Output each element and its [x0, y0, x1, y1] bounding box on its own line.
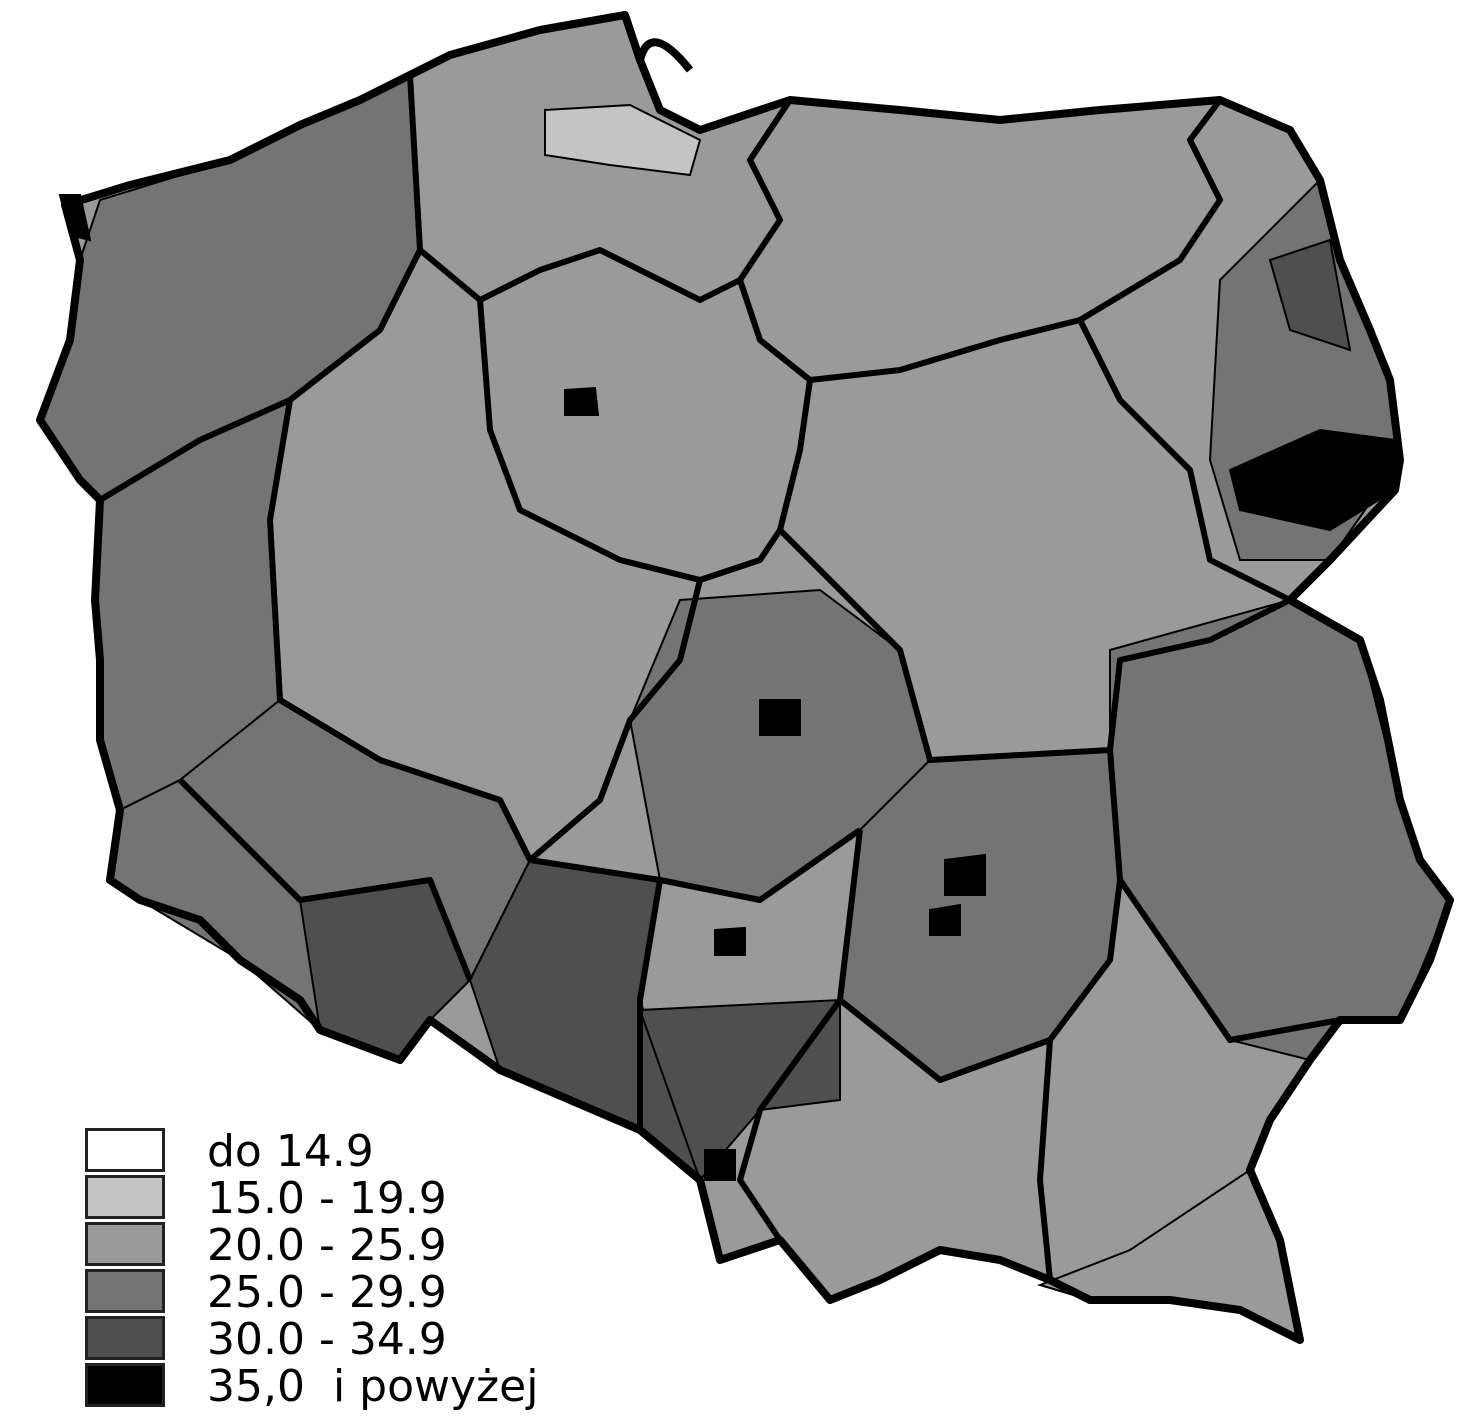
voivodeship-border: [1078, 98, 1223, 323]
legend-swatch: [85, 1128, 165, 1172]
legend-label: 35,0 i powyżej: [207, 1361, 539, 1412]
district-region: [944, 853, 986, 896]
voivodeship-border: [529, 827, 862, 903]
voivodeship-border: [1117, 878, 1341, 1043]
district-region: [704, 1149, 736, 1181]
voivodeship-border: [637, 879, 663, 1130]
legend: do 14.9 15.0 - 19.9 20.0 - 25.9 25.0 - 2…: [85, 1128, 538, 1410]
legend-item: do 14.9: [85, 1128, 538, 1175]
district-region: [638, 998, 841, 1182]
voivodeship-borders: [98, 74, 1341, 1281]
district-region: [564, 386, 600, 416]
legend-item: 20.0 - 25.9: [85, 1222, 538, 1269]
legend-label: 15.0 - 19.9: [207, 1173, 447, 1224]
legend-item: 30.0 - 34.9: [85, 1316, 538, 1363]
legend-swatch: [85, 1363, 165, 1407]
district-region: [1268, 238, 1352, 352]
legend-item: 15.0 - 19.9: [85, 1175, 538, 1222]
voivodeship-border: [1037, 1039, 1053, 1281]
district-region: [759, 699, 801, 736]
voivodeship-border: [267, 399, 533, 862]
legend-label: do 14.9: [207, 1126, 374, 1177]
legend-label: 20.0 - 25.9: [207, 1220, 447, 1271]
legend-item: 25.0 - 29.9: [85, 1269, 538, 1316]
voivodeship-border: [477, 299, 783, 583]
voivodeship-border: [98, 74, 423, 503]
country-outline: [36, 11, 1454, 1344]
legend-swatch: [85, 1269, 165, 1313]
legend-item: 35,0 i powyżej: [85, 1363, 538, 1410]
legend-swatch: [85, 1316, 165, 1360]
voivodeship-border: [737, 998, 843, 1242]
legend-swatch: [85, 1222, 165, 1266]
voivodeship-border: [809, 317, 1292, 603]
legend-label: 30.0 - 34.9: [207, 1314, 447, 1365]
voivodeship-border: [177, 777, 473, 982]
district-region: [714, 926, 746, 956]
legend-label: 25.0 - 29.9: [207, 1267, 447, 1318]
legend-swatch: [85, 1175, 165, 1219]
voivodeship-border: [528, 579, 703, 863]
district-region: [929, 903, 961, 936]
district-region: [544, 103, 702, 177]
voivodeship-border: [418, 98, 793, 303]
